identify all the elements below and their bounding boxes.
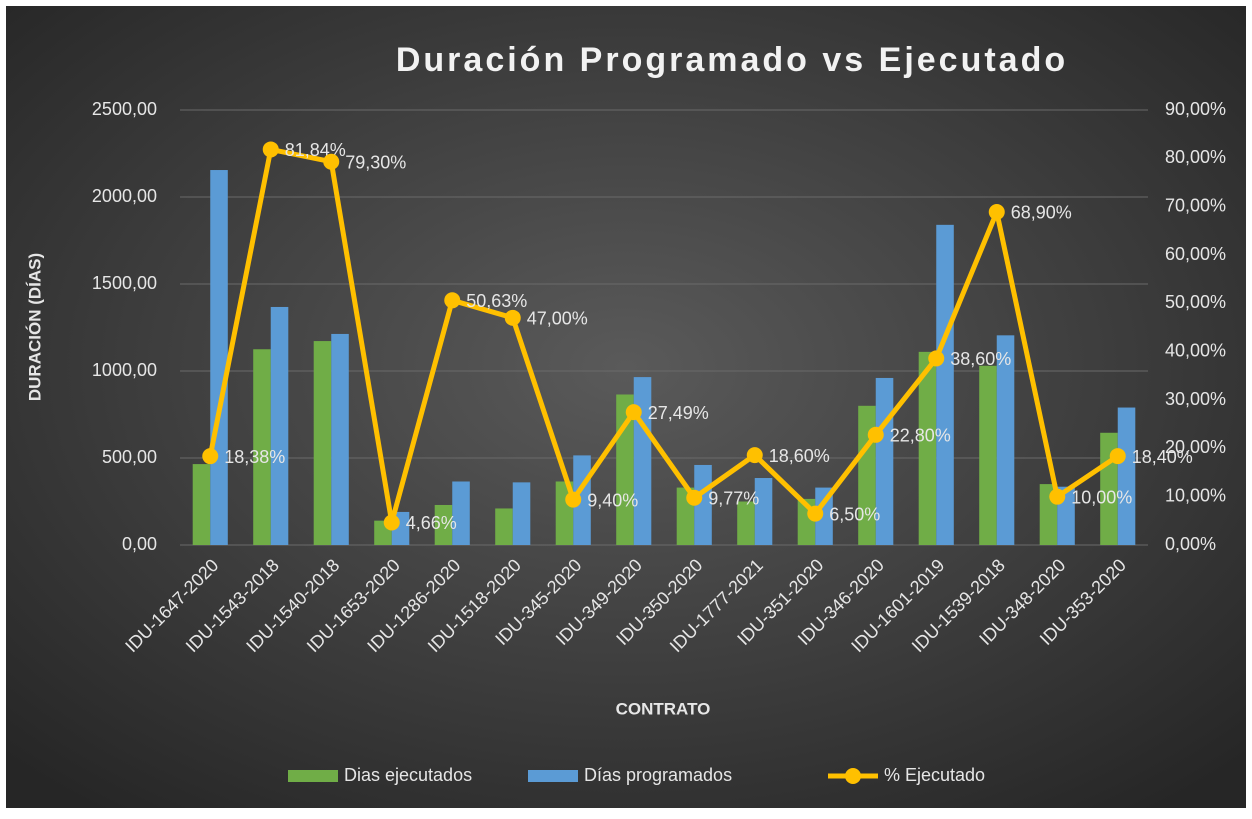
- data-label: 4,66%: [406, 513, 457, 533]
- bar: [452, 481, 470, 545]
- bar: [313, 341, 332, 545]
- line-marker: [323, 153, 340, 170]
- chart-title: Duración Programado vs Ejecutado: [396, 41, 1068, 79]
- bar: [1117, 407, 1136, 545]
- bar: [936, 224, 954, 545]
- y-tick-label: 500,00: [102, 447, 157, 467]
- legend-label: % Ejecutado: [884, 765, 985, 785]
- line-marker: [262, 141, 279, 158]
- y2-tick-label: 90,00%: [1165, 99, 1226, 119]
- data-label: 38,60%: [950, 349, 1011, 369]
- legend-swatch: [288, 770, 338, 782]
- line: [207, 146, 1120, 525]
- y-tick-label: 1500,00: [92, 273, 157, 293]
- y2-tick-label: 80,00%: [1165, 147, 1226, 167]
- line-marker: [625, 404, 642, 421]
- x-axis-label: CONTRATO: [616, 699, 711, 718]
- data-label: 27,49%: [648, 403, 709, 423]
- legend-label: Dias ejecutados: [344, 765, 472, 785]
- bar: [331, 333, 349, 545]
- line-marker: [928, 350, 945, 367]
- bar: [434, 504, 453, 545]
- line-marker: [383, 514, 400, 531]
- line-marker: [444, 292, 461, 309]
- line-marker: [1109, 448, 1126, 465]
- bar: [495, 508, 513, 545]
- y-tick-label: 2000,00: [92, 186, 157, 206]
- line-marker: [504, 309, 521, 326]
- bar: [210, 170, 228, 545]
- legend-label: Días programados: [584, 765, 732, 785]
- data-label: 50,63%: [466, 291, 527, 311]
- y-tick-label: 2500,00: [92, 99, 157, 119]
- bar: [979, 365, 997, 545]
- bar: [192, 464, 211, 545]
- line-marker: [988, 203, 1005, 220]
- data-label: 6,50%: [829, 504, 880, 524]
- data-label: 79,30%: [345, 152, 406, 172]
- data-label: 10,00%: [1071, 487, 1132, 507]
- line-marker: [565, 491, 582, 508]
- y-tick-label: 0,00: [122, 534, 157, 554]
- y2-tick-label: 70,00%: [1165, 195, 1226, 215]
- bar: [270, 306, 289, 545]
- y-axis-label: DURACIÓN (DÍAS): [25, 253, 44, 401]
- data-label: 47,00%: [527, 309, 588, 329]
- data-label: 18,40%: [1132, 447, 1193, 467]
- data-label: 9,77%: [708, 489, 759, 509]
- data-label: 68,90%: [1011, 203, 1072, 223]
- y2-tick-label: 60,00%: [1165, 244, 1226, 264]
- line-marker: [807, 505, 824, 522]
- line-marker: [1049, 488, 1066, 505]
- data-label: 22,80%: [890, 426, 951, 446]
- bar: [754, 478, 773, 545]
- y2-tick-label: 20,00%: [1165, 437, 1226, 457]
- bar: [918, 351, 937, 545]
- bar: [253, 349, 271, 545]
- y-tick-label: 1000,00: [92, 360, 157, 380]
- bar: [694, 464, 712, 545]
- y2-tick-label: 50,00%: [1165, 292, 1226, 312]
- bar: [512, 482, 531, 545]
- legend-marker: [845, 768, 861, 784]
- bar: [996, 335, 1015, 545]
- y2-tick-label: 0,00%: [1165, 534, 1216, 554]
- y2-tick-label: 40,00%: [1165, 340, 1226, 360]
- line-marker: [686, 489, 703, 506]
- y2-tick-label: 10,00%: [1165, 485, 1226, 505]
- line-marker: [202, 448, 219, 465]
- legend-swatch: [528, 770, 578, 782]
- line-marker: [746, 447, 763, 464]
- data-label: 18,38%: [224, 447, 285, 467]
- data-label: 18,60%: [769, 446, 830, 466]
- bar: [737, 501, 755, 545]
- y2-tick-label: 30,00%: [1165, 389, 1226, 409]
- line-marker: [867, 426, 884, 443]
- data-label: 9,40%: [587, 490, 638, 510]
- bar: [815, 487, 833, 545]
